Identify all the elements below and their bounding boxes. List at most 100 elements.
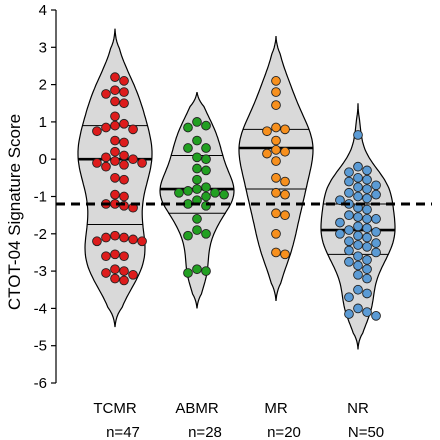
data-point [119, 118, 129, 129]
data-point [183, 230, 193, 241]
y-tick-label: 2 [39, 77, 47, 94]
data-point [280, 146, 290, 157]
category-n-label: n=28 [188, 424, 222, 440]
data-point [201, 191, 211, 202]
category-label: NR [347, 400, 369, 417]
data-point [271, 145, 281, 155]
category-labels: TCMR n=47 ABMR n=28 MR n=20 NR N=50 [93, 400, 384, 440]
data-point [119, 150, 129, 161]
data-point [335, 228, 345, 239]
data-point [271, 247, 281, 258]
data-point [271, 135, 281, 146]
data-point [183, 143, 193, 153]
data-point [271, 187, 281, 198]
data-point [201, 182, 211, 193]
data-point [353, 251, 363, 262]
data-point [271, 100, 281, 110]
data-point [128, 234, 138, 245]
data-point [353, 182, 363, 193]
data-point [344, 167, 354, 178]
violin-tcmr [77, 28, 153, 328]
data-point [362, 214, 372, 224]
data-point [353, 269, 363, 280]
data-point [110, 135, 120, 146]
y-axis-title: CTOT-04 Signature Score [5, 114, 24, 310]
data-point [219, 189, 229, 200]
data-point [280, 210, 290, 221]
data-point [201, 165, 211, 176]
data-point [362, 232, 372, 243]
data-point [371, 247, 381, 258]
data-point [344, 292, 354, 303]
data-point [201, 154, 211, 165]
data-point [371, 214, 381, 224]
data-point [344, 236, 354, 247]
data-point [344, 256, 354, 267]
data-point [101, 232, 111, 243]
data-point [201, 228, 211, 239]
data-point [353, 130, 363, 140]
data-point [271, 122, 281, 133]
data-point [110, 85, 120, 96]
violin-abmr [159, 91, 235, 309]
data-point [174, 187, 184, 198]
data-point [137, 236, 147, 247]
data-point [128, 269, 138, 280]
data-point [183, 122, 193, 133]
data-point [119, 266, 129, 276]
data-point [92, 126, 102, 137]
data-point [362, 193, 372, 204]
data-point [371, 180, 381, 191]
data-point [192, 117, 202, 127]
data-point [101, 89, 111, 99]
data-point [335, 195, 345, 206]
data-point [119, 275, 129, 286]
data-point [344, 225, 354, 235]
data-point [101, 152, 111, 163]
data-point [344, 187, 354, 198]
data-point [192, 214, 202, 224]
data-point [201, 143, 211, 153]
y-tick-label: -4 [34, 300, 47, 317]
data-point [280, 176, 290, 187]
data-point [371, 227, 381, 237]
data-point [353, 230, 363, 241]
data-point [101, 268, 111, 278]
data-point [110, 189, 120, 200]
data-point [119, 191, 129, 202]
violins-layer [77, 28, 396, 350]
data-point [128, 154, 138, 165]
data-point [353, 212, 363, 222]
data-point [353, 161, 363, 172]
y-tick-label: 4 [39, 2, 47, 19]
data-point [353, 240, 363, 250]
data-point [353, 173, 363, 183]
category-label: TCMR [93, 400, 136, 417]
data-point [192, 135, 202, 146]
y-tick-label: 0 [39, 151, 47, 168]
data-point [362, 174, 372, 185]
data-point [110, 230, 120, 241]
data-point [119, 76, 129, 86]
data-point [110, 173, 120, 183]
data-point [362, 165, 372, 176]
y-tick-label: -5 [34, 338, 47, 355]
data-point [192, 174, 202, 185]
data-point [110, 96, 120, 107]
data-point [119, 87, 129, 97]
data-point [92, 236, 102, 247]
data-point [128, 124, 138, 135]
y-tick-label: 1 [39, 114, 47, 131]
data-point [119, 98, 129, 109]
data-point [101, 161, 111, 172]
data-point [92, 158, 102, 168]
data-point [362, 242, 372, 252]
category-label: MR [264, 400, 287, 417]
data-point [201, 266, 211, 276]
data-point [280, 249, 290, 260]
data-point [183, 268, 193, 278]
data-point [362, 223, 372, 234]
data-point [110, 264, 120, 275]
data-point [344, 176, 354, 187]
violin-mr [238, 36, 314, 301]
